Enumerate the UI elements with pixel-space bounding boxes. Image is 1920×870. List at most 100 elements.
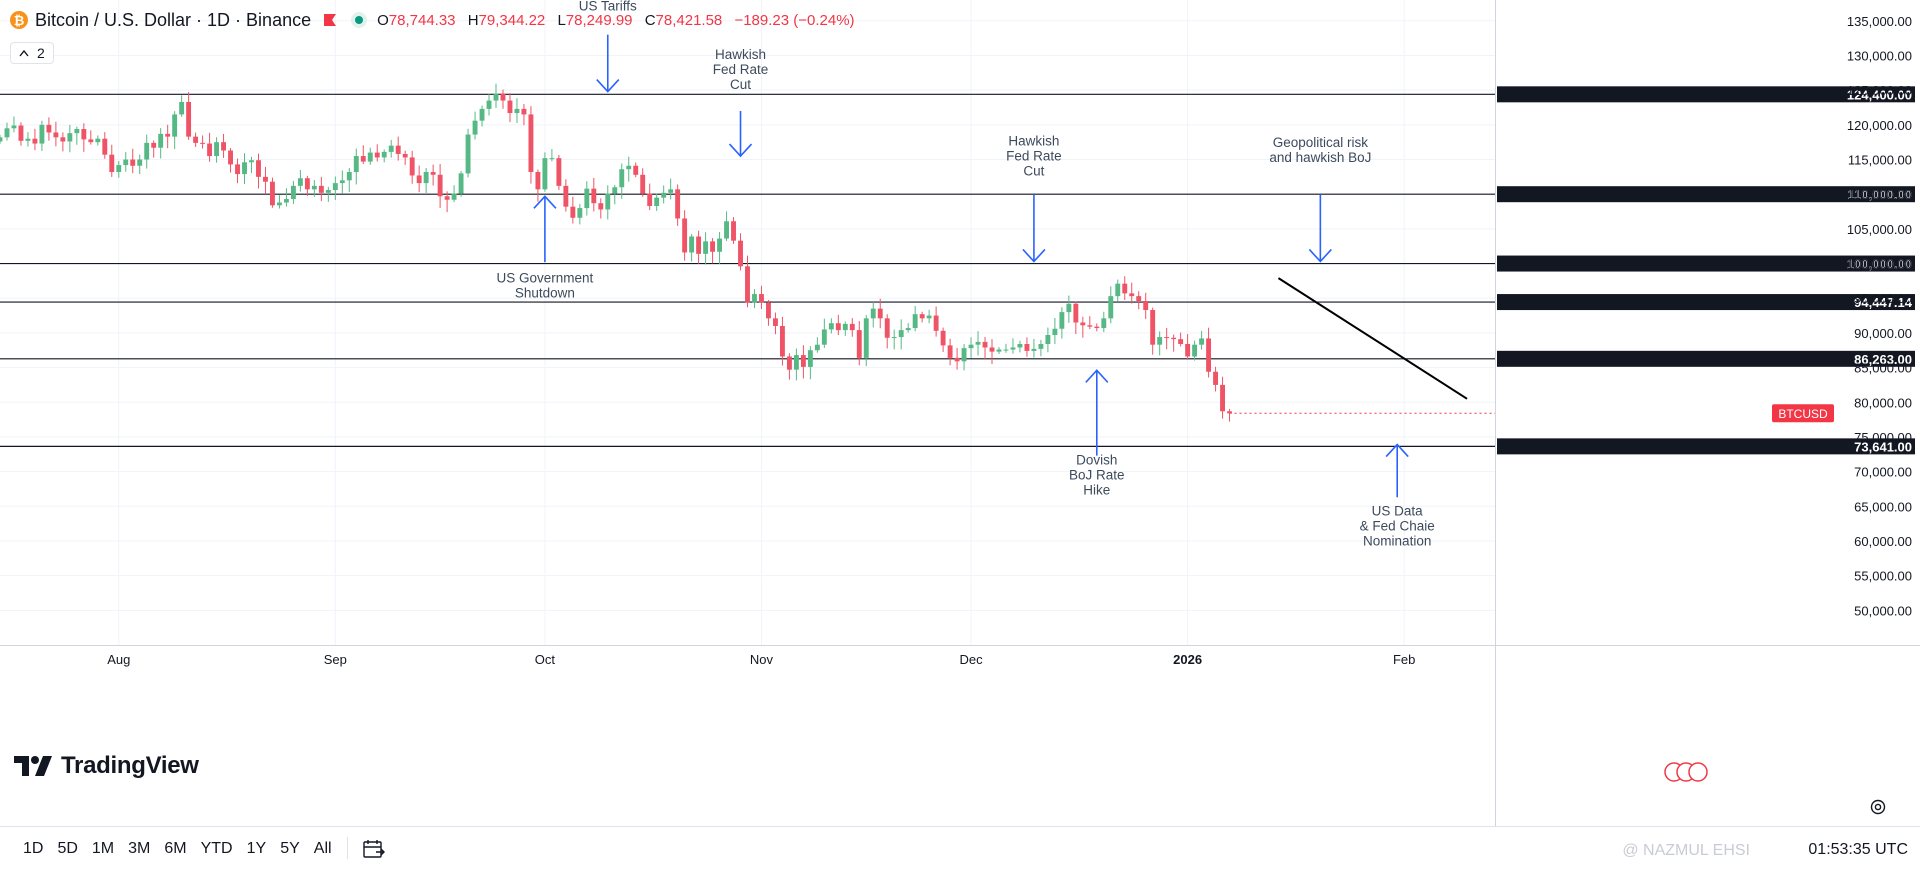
candle[interactable] — [1017, 340, 1023, 353]
candle[interactable] — [521, 103, 527, 126]
candle[interactable] — [0, 134, 3, 144]
candle[interactable] — [346, 167, 352, 192]
candle[interactable] — [1087, 316, 1093, 330]
level-label[interactable]: 110,000.00 — [1848, 187, 1912, 202]
candle[interactable] — [675, 184, 681, 226]
candle[interactable] — [877, 298, 883, 329]
candle[interactable] — [339, 170, 345, 194]
candle[interactable] — [745, 255, 750, 308]
candle[interactable] — [870, 302, 876, 328]
candle[interactable] — [856, 321, 862, 366]
candle[interactable] — [738, 233, 743, 271]
indicators-toggle[interactable]: 2 — [10, 42, 54, 64]
candle[interactable] — [556, 154, 562, 190]
candle[interactable] — [465, 128, 471, 178]
candle[interactable] — [1220, 376, 1225, 419]
candle[interactable] — [165, 124, 171, 149]
candle[interactable] — [912, 305, 918, 332]
candle[interactable] — [193, 132, 199, 147]
candle[interactable] — [458, 170, 464, 197]
candle[interactable] — [1227, 408, 1232, 422]
candle[interactable] — [1080, 316, 1086, 338]
candle[interactable] — [18, 122, 24, 146]
candle[interactable] — [388, 139, 394, 158]
candle[interactable] — [290, 180, 296, 204]
candle[interactable] — [318, 176, 324, 202]
candle[interactable] — [221, 133, 226, 158]
candle[interactable] — [214, 137, 220, 163]
candle[interactable] — [940, 327, 946, 352]
candle[interactable] — [633, 162, 639, 178]
candle[interactable] — [507, 93, 513, 123]
candle[interactable] — [256, 153, 261, 189]
candle[interactable] — [863, 315, 869, 367]
level-label[interactable]: 100,000.00 — [1847, 257, 1912, 272]
candle[interactable] — [696, 230, 702, 264]
candle[interactable] — [654, 193, 660, 211]
candle[interactable] — [947, 338, 953, 366]
candle[interactable] — [130, 148, 136, 174]
candle[interactable] — [207, 132, 213, 162]
candle[interactable] — [430, 164, 436, 186]
candle[interactable] — [367, 147, 373, 165]
period-1d[interactable]: 1D — [23, 840, 44, 857]
candle[interactable] — [263, 166, 268, 195]
candle[interactable] — [1010, 338, 1016, 354]
candle[interactable] — [297, 169, 303, 192]
candle[interactable] — [807, 346, 813, 380]
candle[interactable] — [1199, 331, 1205, 350]
candle[interactable] — [53, 121, 59, 147]
candle[interactable] — [752, 289, 757, 309]
candle[interactable] — [144, 134, 150, 169]
candle[interactable] — [1115, 279, 1121, 302]
candle[interactable] — [828, 318, 834, 334]
candle[interactable] — [11, 116, 17, 133]
candle[interactable] — [451, 185, 457, 203]
candle[interactable] — [563, 179, 569, 212]
candlestick-series[interactable] — [0, 83, 1232, 422]
candle[interactable] — [1178, 332, 1184, 347]
candle[interactable] — [612, 184, 618, 205]
period-5y[interactable]: 5Y — [280, 840, 300, 857]
candle[interactable] — [88, 130, 94, 145]
level-label[interactable]: 73,641.00 — [1854, 439, 1912, 454]
candle[interactable] — [1108, 286, 1114, 324]
candle[interactable] — [270, 177, 275, 208]
candle[interactable] — [1206, 327, 1212, 378]
candle[interactable] — [283, 188, 289, 207]
candle[interactable] — [842, 321, 848, 336]
candle[interactable] — [325, 186, 331, 202]
candle[interactable] — [81, 123, 87, 152]
candle[interactable] — [919, 311, 925, 323]
candle[interactable] — [123, 152, 129, 172]
candle[interactable] — [200, 135, 206, 149]
candle[interactable] — [884, 314, 890, 349]
candle[interactable] — [598, 198, 604, 219]
candle[interactable] — [1031, 338, 1037, 358]
candle[interactable] — [172, 111, 178, 150]
candle[interactable] — [821, 318, 827, 348]
candle[interactable] — [961, 344, 967, 371]
candle[interactable] — [619, 163, 625, 199]
candle[interactable] — [46, 117, 52, 141]
candle[interactable] — [528, 106, 534, 184]
candle[interactable] — [759, 285, 764, 309]
candle[interactable] — [102, 132, 108, 159]
candle[interactable] — [668, 178, 674, 200]
candle[interactable] — [416, 165, 422, 193]
news-badge-icon[interactable] — [1688, 762, 1708, 782]
level-label[interactable]: 94,447.14 — [1854, 295, 1913, 310]
candle[interactable] — [374, 144, 380, 162]
candle[interactable] — [933, 306, 939, 337]
candle[interactable] — [95, 135, 101, 146]
level-label[interactable]: 86,263.00 — [1854, 352, 1912, 367]
candle[interactable] — [151, 140, 157, 158]
candle[interactable] — [116, 160, 122, 178]
candle[interactable] — [898, 319, 904, 350]
candle[interactable] — [437, 164, 443, 208]
candle[interactable] — [39, 120, 45, 151]
candle[interactable] — [626, 156, 632, 182]
candle[interactable] — [724, 211, 729, 242]
candle[interactable] — [1059, 307, 1065, 339]
